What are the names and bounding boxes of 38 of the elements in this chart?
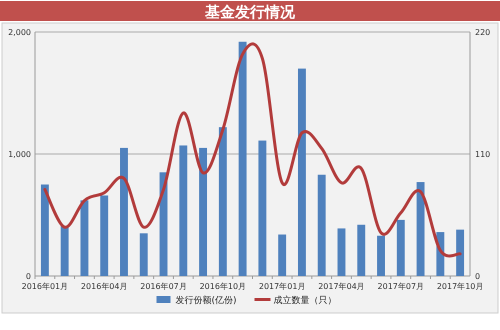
chart-title: 基金发行情况 (204, 3, 296, 21)
y2-tick-label: 110 (475, 150, 490, 159)
y-tick-label: 2,000 (8, 28, 31, 37)
y2-tick-label: 220 (475, 28, 490, 37)
x-tick-label: 2016年10月 (200, 282, 246, 291)
bar (100, 195, 108, 276)
bar (298, 68, 306, 276)
y-tick-label: 0 (26, 272, 31, 281)
bar (179, 145, 188, 276)
x-tick-label: 2016年07月 (140, 282, 187, 291)
bar (80, 200, 88, 276)
bar (238, 42, 247, 276)
legend-label: 发行份额(亿份) (176, 295, 237, 306)
bar (140, 233, 148, 276)
y-tick-label: 1,000 (8, 150, 31, 159)
bar (120, 148, 128, 276)
bar (377, 236, 385, 276)
x-tick-label: 2017年01月 (258, 282, 306, 291)
x-tick-label: 2016年04月 (80, 282, 128, 291)
x-tick-label: 2017年07月 (378, 282, 424, 291)
bar (357, 224, 366, 276)
bar (396, 220, 405, 276)
x-tick-label: 2017年10月 (436, 282, 484, 291)
bar (416, 182, 425, 276)
bar (218, 127, 227, 276)
bar (258, 140, 266, 276)
bar (60, 226, 69, 276)
bar (199, 148, 208, 276)
legend-label: 成立数量（只） (274, 295, 336, 306)
y2-tick-label: 0 (475, 272, 480, 281)
bar (318, 174, 326, 276)
bar (278, 234, 286, 276)
x-tick-label: 2016年01月 (22, 282, 68, 291)
bar (40, 184, 49, 276)
bar (160, 172, 168, 276)
x-tick-label: 2017年04月 (318, 282, 365, 291)
bar (456, 230, 464, 276)
bar (338, 228, 346, 276)
